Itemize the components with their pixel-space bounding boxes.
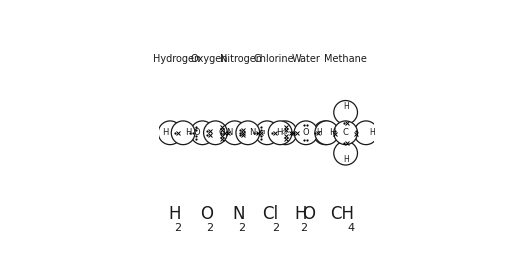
Text: N: N	[233, 205, 245, 223]
Text: H: H	[168, 205, 180, 223]
Text: O: O	[218, 128, 225, 137]
Text: Nitrogen: Nitrogen	[220, 55, 262, 64]
Circle shape	[171, 121, 195, 145]
Circle shape	[314, 121, 337, 145]
Circle shape	[223, 121, 246, 145]
Circle shape	[334, 101, 357, 124]
Text: N: N	[227, 128, 233, 137]
Text: H: H	[276, 128, 282, 137]
Circle shape	[268, 121, 292, 145]
Text: O: O	[302, 205, 315, 223]
Text: H: H	[185, 128, 191, 137]
Text: 2: 2	[272, 223, 279, 233]
Text: H: H	[162, 128, 168, 137]
Circle shape	[204, 121, 227, 145]
Text: Cl: Cl	[262, 205, 278, 223]
Text: Cl: Cl	[282, 130, 288, 135]
Text: Water: Water	[292, 55, 320, 64]
Circle shape	[334, 141, 357, 165]
Circle shape	[274, 121, 297, 145]
Text: Oxygen: Oxygen	[190, 55, 228, 64]
Text: O: O	[303, 128, 309, 137]
Text: Cl: Cl	[259, 130, 266, 135]
Text: 4: 4	[347, 223, 354, 233]
Text: N: N	[250, 128, 256, 137]
Text: O: O	[193, 128, 200, 137]
Text: H: H	[343, 155, 348, 164]
Text: 2: 2	[300, 223, 307, 233]
Text: H: H	[330, 128, 336, 137]
Text: H: H	[343, 102, 348, 111]
Text: H: H	[317, 128, 322, 137]
Text: Hydrogen: Hydrogen	[153, 55, 200, 64]
Text: C: C	[343, 128, 348, 137]
Text: H: H	[294, 205, 306, 223]
Text: Chlorine: Chlorine	[253, 55, 294, 64]
Circle shape	[294, 121, 318, 145]
Circle shape	[334, 121, 357, 145]
Circle shape	[158, 121, 182, 145]
Text: H: H	[369, 128, 375, 137]
Text: 2: 2	[206, 223, 213, 233]
Text: CH: CH	[330, 205, 354, 223]
Text: 2: 2	[238, 223, 245, 233]
Text: 2: 2	[174, 223, 181, 233]
Circle shape	[236, 121, 259, 145]
Text: Methane: Methane	[324, 55, 367, 64]
Text: O: O	[200, 205, 213, 223]
Circle shape	[255, 121, 279, 145]
Circle shape	[315, 121, 339, 145]
Circle shape	[190, 121, 214, 145]
Circle shape	[354, 121, 378, 145]
